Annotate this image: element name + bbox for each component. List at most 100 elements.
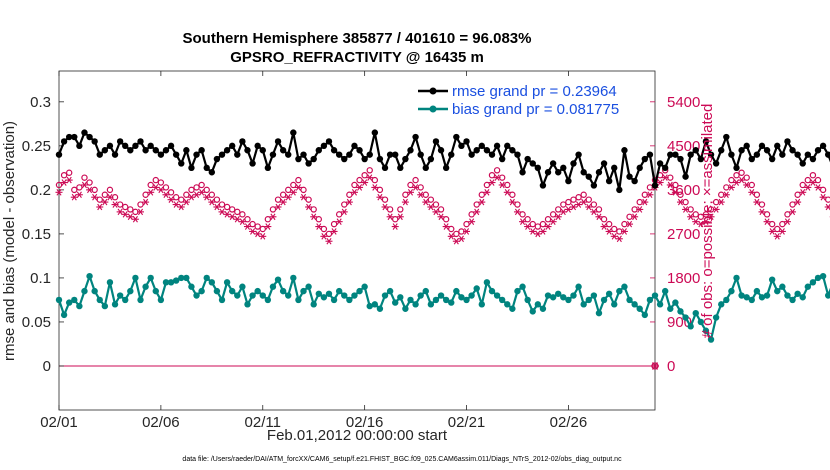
possible-obs-point: [565, 198, 572, 206]
rmse-point: [738, 147, 745, 154]
assimilated-obs-point: [666, 181, 674, 189]
assimilated-obs-point: [687, 213, 695, 221]
bias-point: [325, 290, 333, 297]
assimilated-obs-point: [544, 223, 552, 230]
rmse-point: [702, 138, 710, 145]
assimilated-obs-point: [748, 189, 756, 196]
rmse-point: [402, 155, 409, 163]
possible-obs-point: [193, 184, 200, 191]
possible-obs-point: [814, 176, 822, 184]
rmse-point: [687, 151, 694, 158]
bias-point: [682, 314, 689, 321]
bias-point: [514, 287, 521, 295]
assimilated-obs-point: [274, 203, 282, 211]
possible-obs-point: [702, 211, 710, 218]
bias-point: [366, 302, 373, 310]
x-tick-label: 02/21: [448, 414, 486, 431]
rmse-point: [758, 142, 766, 150]
assimilated-obs-point: [391, 223, 399, 230]
possible-obs-point: [157, 179, 165, 186]
x-axis-label: Feb.01,2012 00:00:00 start: [267, 427, 448, 444]
possible-obs-point: [758, 201, 766, 208]
assimilated-obs-point: [447, 233, 455, 240]
possible-obs-point: [493, 167, 501, 174]
rmse-point: [366, 151, 373, 158]
assimilated-obs-point: [101, 198, 109, 206]
bias-point: [96, 296, 103, 304]
rmse-point: [172, 151, 180, 158]
assimilated-obs-point: [310, 213, 318, 221]
assimilated-obs-point: [300, 193, 308, 201]
end-markers: [651, 362, 659, 370]
rmse-point: [743, 142, 750, 150]
assimilated-obs-point: [213, 203, 221, 211]
possible-obs-point: [239, 211, 246, 218]
assimilated-obs-point: [142, 198, 150, 206]
rmse-point: [239, 138, 246, 145]
y-left-tick-label: 0.1: [30, 270, 51, 287]
possible-obs-point: [218, 201, 226, 208]
assimilated-obs-point: [738, 176, 746, 184]
bias-point: [570, 292, 577, 299]
rmse-point: [341, 155, 348, 163]
bias-point: [692, 309, 699, 317]
rmse-point: [101, 147, 109, 154]
y-right-tick-label: 5400: [667, 94, 700, 111]
rmse-point: [234, 151, 241, 158]
assimilated-obs-point: [549, 218, 557, 225]
possible-obs-point: [738, 169, 745, 176]
x-axis: 02/01 02/06 02/11 02/16 02/21 02/26: [40, 71, 587, 431]
assimilated-obs-point: [503, 189, 511, 196]
legend-bias-label: bias grand pr = 0.081775: [452, 101, 619, 118]
possible-obs-point: [483, 181, 491, 189]
possible-obs-point: [789, 201, 796, 208]
rmse-point: [167, 142, 175, 150]
possible-obs-point: [152, 176, 159, 184]
bias-point: [167, 279, 175, 286]
rmse-point: [784, 138, 791, 145]
assimilated-obs-point: [406, 189, 414, 196]
assimilated-obs-point: [396, 213, 404, 221]
assimilated-obs-point: [376, 193, 384, 201]
rmse-point: [763, 147, 771, 154]
bias-point: [677, 308, 684, 315]
rmse-point: [483, 147, 491, 154]
rmse-point: [478, 142, 486, 150]
bias-point: [468, 292, 475, 299]
rmse-point: [819, 142, 827, 150]
bias-point: [412, 301, 419, 308]
assimilated-obs-point: [799, 189, 807, 196]
assimilated-obs-point: [626, 220, 634, 228]
possible-obs-point: [330, 220, 338, 228]
bias-point: [453, 287, 460, 295]
possible-obs-point: [799, 181, 806, 189]
bias-point: [310, 301, 317, 308]
rmse-point: [244, 147, 251, 154]
assimilated-obs-point: [575, 201, 583, 208]
assimilated-obs-point: [70, 193, 78, 201]
x-tick-label: 02/06: [142, 414, 180, 431]
bias-point: [290, 274, 297, 282]
rmse-point: [458, 142, 465, 150]
assimilated-obs-point: [294, 184, 302, 191]
possible-obs-point: [595, 206, 603, 213]
bias-point: [712, 314, 720, 321]
bias-point: [239, 283, 246, 290]
bias-point: [351, 292, 358, 299]
bias-point: [407, 296, 414, 304]
bias-point: [381, 292, 389, 299]
bias-point: [208, 279, 216, 286]
possible-obs-point: [605, 220, 613, 228]
legend-bias-marker: [429, 105, 437, 113]
rmse-point: [76, 142, 83, 150]
assimilated-obs-point: [325, 237, 333, 245]
rmse-point: [814, 147, 822, 154]
bias-point: [300, 287, 307, 295]
bias-point: [60, 311, 68, 319]
bias-point: [432, 296, 440, 304]
bias-point: [605, 290, 613, 297]
rmse-point: [529, 160, 536, 167]
possible-obs-point: [509, 191, 516, 198]
bias-line: [57, 275, 830, 341]
rmse-point: [86, 133, 93, 141]
